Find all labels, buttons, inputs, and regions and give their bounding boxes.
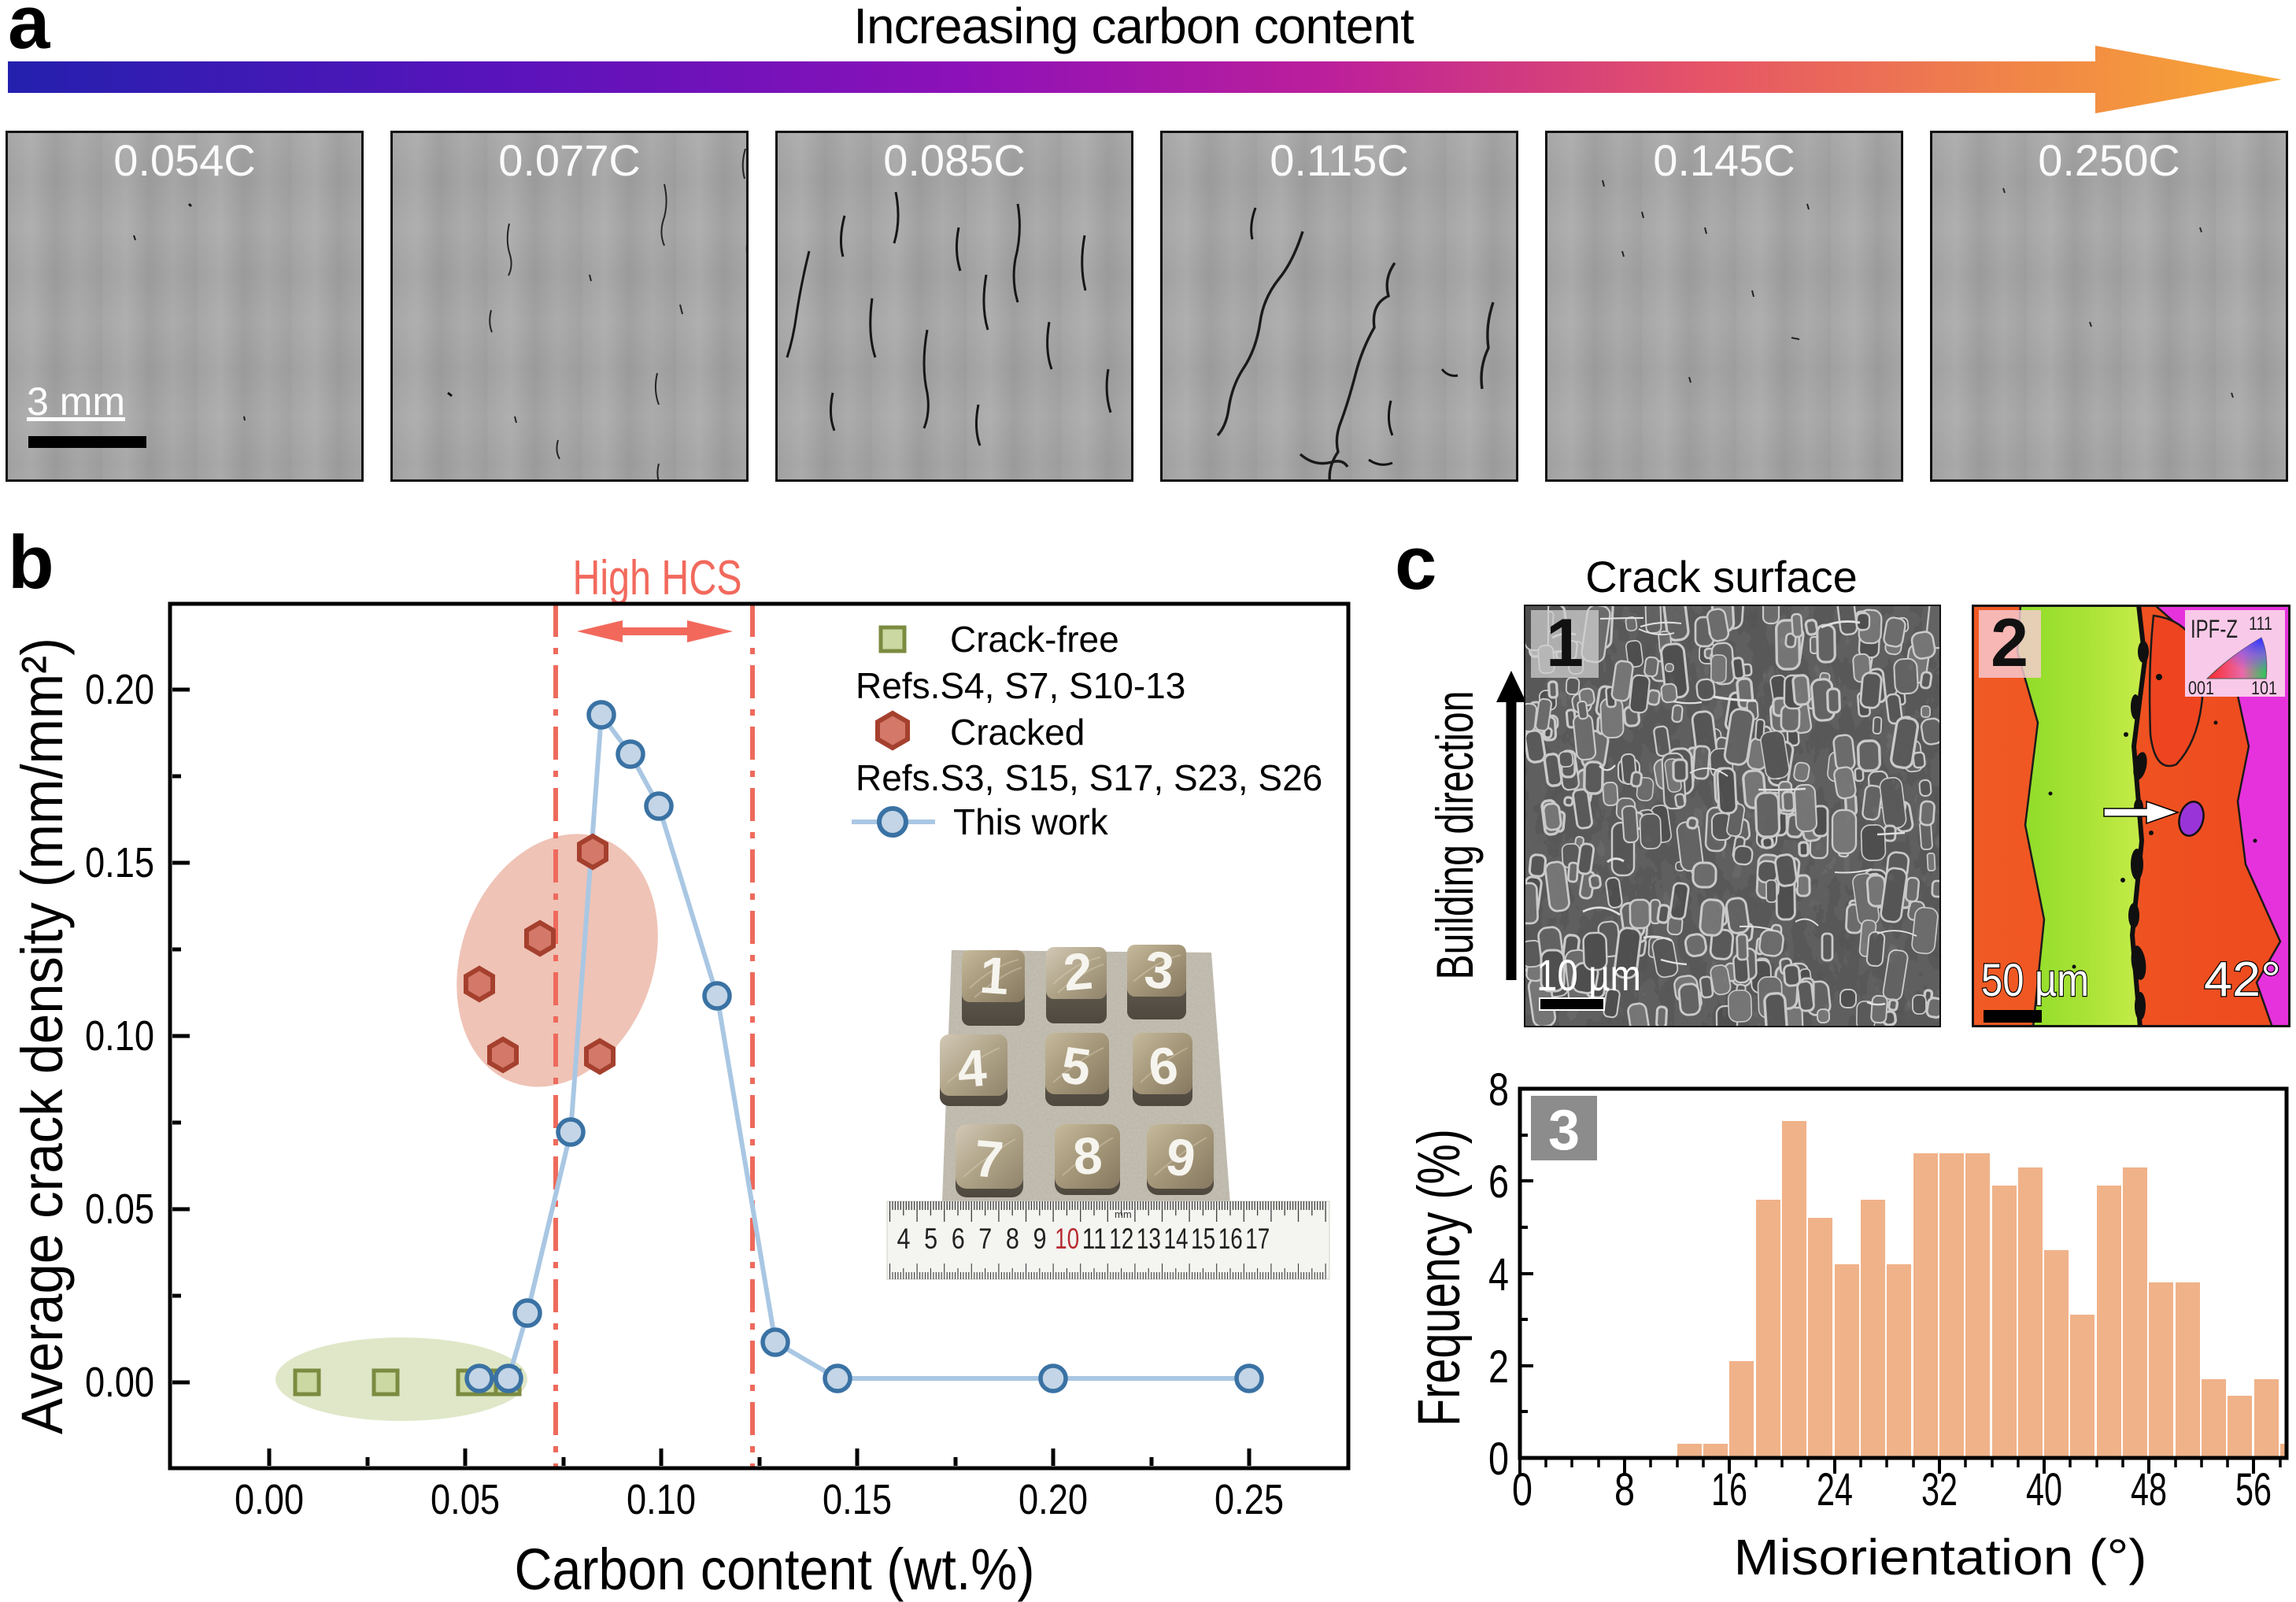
svg-text:0.00: 0.00 bbox=[85, 1359, 154, 1406]
svg-text:12: 12 bbox=[1109, 1223, 1133, 1255]
svg-text:001: 001 bbox=[2188, 678, 2214, 699]
svg-text:1: 1 bbox=[1546, 605, 1584, 681]
svg-text:This work: This work bbox=[953, 801, 1109, 842]
svg-text:0.10: 0.10 bbox=[627, 1476, 696, 1523]
svg-text:Crack-free: Crack-free bbox=[950, 619, 1119, 660]
svg-text:0.20: 0.20 bbox=[85, 666, 154, 713]
svg-text:101: 101 bbox=[2251, 678, 2277, 699]
svg-text:IPF-Z: IPF-Z bbox=[2191, 615, 2238, 643]
svg-text:4: 4 bbox=[956, 1038, 989, 1098]
svg-text:2: 2 bbox=[1991, 605, 2028, 681]
svg-text:9: 9 bbox=[1163, 1127, 1198, 1188]
svg-text:50 µm: 50 µm bbox=[1981, 955, 2089, 1006]
svg-text:0.05: 0.05 bbox=[85, 1186, 154, 1233]
svg-text:Refs.S4, S7, S10-13: Refs.S4, S7, S10-13 bbox=[856, 665, 1185, 706]
svg-text:1: 1 bbox=[978, 945, 1011, 1005]
svg-text:16: 16 bbox=[1711, 1464, 1747, 1515]
svg-text:17: 17 bbox=[1245, 1223, 1270, 1255]
svg-text:8: 8 bbox=[1488, 1064, 1509, 1115]
svg-text:Misorientation (°): Misorientation (°) bbox=[1734, 1529, 2147, 1585]
svg-text:0.15: 0.15 bbox=[823, 1476, 892, 1523]
svg-text:6: 6 bbox=[1146, 1035, 1181, 1096]
svg-text:10: 10 bbox=[1055, 1223, 1079, 1255]
svg-text:56: 56 bbox=[2235, 1464, 2272, 1515]
svg-text:48: 48 bbox=[2131, 1464, 2167, 1515]
svg-text:Refs.S3, S15, S17, S23, S26: Refs.S3, S15, S17, S23, S26 bbox=[856, 757, 1322, 798]
svg-text:32: 32 bbox=[1921, 1464, 1958, 1515]
svg-text:High HCS: High HCS bbox=[573, 551, 742, 605]
svg-text:8: 8 bbox=[1006, 1223, 1019, 1255]
svg-text:4: 4 bbox=[1488, 1249, 1509, 1300]
svg-text:42°: 42° bbox=[2204, 953, 2281, 1007]
svg-text:0.10: 0.10 bbox=[85, 1012, 154, 1060]
svg-text:0: 0 bbox=[1512, 1464, 1533, 1515]
svg-text:111: 111 bbox=[2249, 613, 2272, 635]
svg-text:9: 9 bbox=[1033, 1223, 1047, 1255]
svg-text:2: 2 bbox=[1061, 942, 1095, 1002]
svg-text:8: 8 bbox=[1614, 1464, 1635, 1515]
svg-text:0.05: 0.05 bbox=[431, 1476, 500, 1523]
svg-text:0.20: 0.20 bbox=[1019, 1476, 1088, 1523]
svg-text:14: 14 bbox=[1164, 1223, 1189, 1255]
svg-text:7: 7 bbox=[978, 1223, 992, 1255]
svg-text:Carbon content (wt.%): Carbon content (wt.%) bbox=[515, 1537, 1035, 1602]
svg-text:6: 6 bbox=[952, 1223, 965, 1255]
svg-text:0.00: 0.00 bbox=[235, 1476, 304, 1523]
svg-text:5: 5 bbox=[924, 1223, 937, 1255]
svg-text:Building direction: Building direction bbox=[1425, 691, 1484, 980]
svg-text:15: 15 bbox=[1191, 1223, 1215, 1255]
svg-text:10 µm: 10 µm bbox=[1536, 950, 1641, 1000]
svg-text:6: 6 bbox=[1488, 1156, 1509, 1208]
svg-text:Cracked: Cracked bbox=[950, 712, 1085, 753]
svg-text:0.15: 0.15 bbox=[85, 839, 154, 886]
svg-text:7: 7 bbox=[972, 1129, 1006, 1189]
svg-text:16: 16 bbox=[1218, 1223, 1243, 1255]
svg-text:Average crack density (mm/mm²): Average crack density (mm/mm²) bbox=[9, 638, 75, 1434]
svg-text:40: 40 bbox=[2026, 1464, 2062, 1515]
svg-text:8: 8 bbox=[1071, 1126, 1104, 1186]
svg-text:Frequency (%): Frequency (%) bbox=[1406, 1129, 1473, 1426]
svg-text:mm: mm bbox=[1115, 1208, 1132, 1220]
svg-text:0.25: 0.25 bbox=[1215, 1476, 1284, 1523]
svg-text:13: 13 bbox=[1137, 1223, 1161, 1255]
svg-text:11: 11 bbox=[1082, 1223, 1107, 1255]
svg-text:3: 3 bbox=[1142, 941, 1177, 1001]
svg-text:24: 24 bbox=[1817, 1464, 1853, 1515]
svg-text:0: 0 bbox=[1488, 1434, 1509, 1485]
svg-text:2: 2 bbox=[1488, 1341, 1509, 1393]
svg-text:3: 3 bbox=[1548, 1099, 1580, 1162]
svg-text:4: 4 bbox=[897, 1223, 911, 1255]
